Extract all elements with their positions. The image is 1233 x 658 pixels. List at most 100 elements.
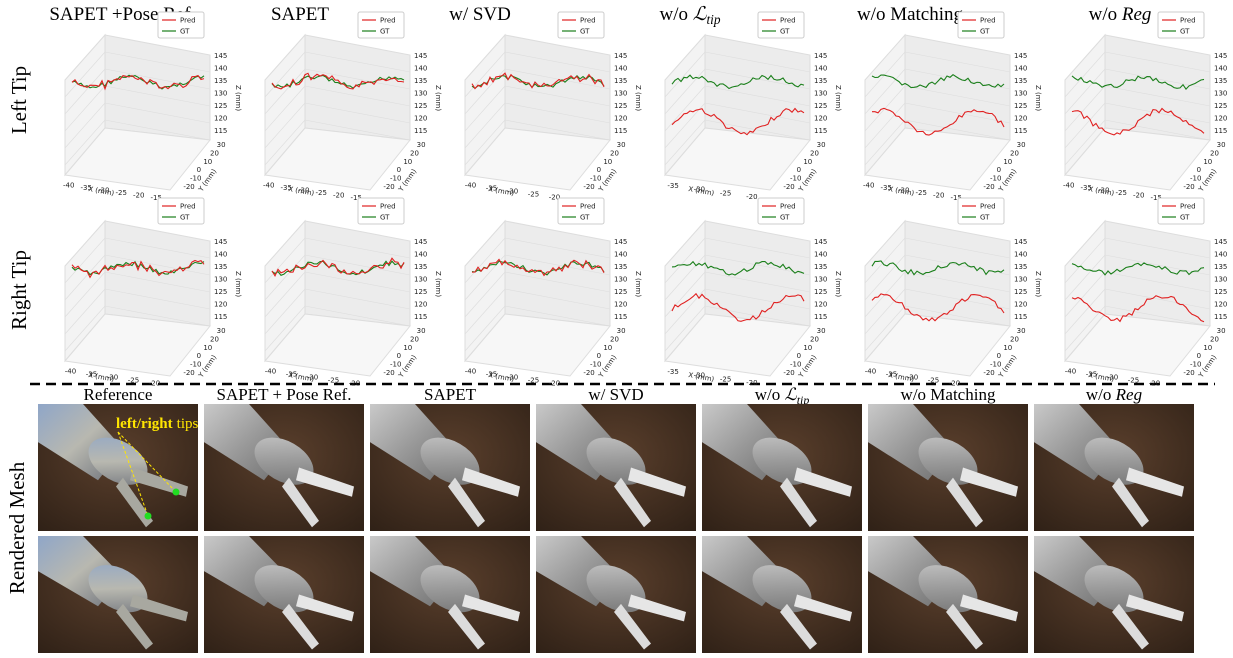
tip-dot: [172, 488, 180, 496]
x-tick-label: -30: [298, 186, 309, 194]
pane-grid: [504, 85, 611, 107]
pane-grid: [1064, 85, 1106, 132]
z-tick-label: 145: [1214, 52, 1227, 60]
gt-curve: [471, 260, 605, 276]
y-tick-label: -20: [783, 183, 794, 191]
y-tick-label: -20: [983, 183, 994, 191]
row-label: Left Tip: [7, 66, 31, 134]
jaw: [448, 603, 485, 650]
z-tick-label: 135: [214, 263, 227, 271]
y-tick-label: 0: [197, 166, 201, 174]
z-tick-label: 115: [1014, 127, 1027, 135]
x-tick-label: -25: [1128, 377, 1139, 385]
y-tick-label: -10: [390, 361, 401, 369]
y-tick-label: -20: [383, 183, 394, 191]
render-image: left/right tips: [38, 404, 198, 531]
legend-label: GT: [380, 214, 390, 222]
z-tick-label: 130: [814, 90, 827, 98]
z-tick-label: 120: [614, 115, 627, 123]
x-tick-label: -40: [465, 182, 476, 190]
pane-grid: [64, 102, 106, 149]
x-tick-label: -30: [898, 186, 909, 194]
z-tick-label: 120: [614, 301, 627, 309]
column-title: w/o Reg: [1089, 4, 1152, 25]
pane-grid: [704, 119, 811, 141]
pane-grid: [64, 254, 106, 301]
y-tick-label: 10: [1203, 158, 1212, 166]
annotation-rest: tips: [177, 416, 199, 432]
pane-grid: [64, 68, 106, 115]
column-title: w/o Matching: [901, 385, 996, 404]
pane-grid: [264, 254, 306, 301]
y-tick-label: -20: [1183, 369, 1194, 377]
z-tick-label: 125: [614, 102, 627, 110]
y-tick-label: 30: [617, 327, 626, 335]
pane-grid: [704, 237, 811, 259]
y-tick-label: 20: [1210, 336, 1219, 344]
legend-label: GT: [980, 214, 990, 222]
y-tick-label: -10: [590, 175, 601, 183]
render-image: [204, 404, 364, 531]
jaw: [946, 477, 983, 528]
render-image: [370, 404, 530, 531]
x-tick-label: -35: [281, 184, 292, 192]
pred-curve: [671, 107, 805, 136]
pane-grid: [304, 271, 411, 293]
pred-curve: [71, 259, 205, 279]
z-tick-label: 135: [414, 77, 427, 85]
plot-panel: 145 140 135 130 125 120 115 Z (mm) -40 -35 -30 -25 -…: [864, 197, 1042, 388]
x-tick-label: -20: [949, 380, 960, 388]
y-tick-label: 20: [810, 150, 819, 158]
z-tick-label: 120: [814, 115, 827, 123]
x-tick-label: -25: [528, 191, 539, 199]
pane-grid: [64, 119, 106, 166]
pane-grid: [664, 254, 706, 301]
x-tick-label: -40: [263, 181, 274, 189]
gt-curve: [871, 260, 1005, 276]
legend-label: GT: [180, 214, 190, 222]
x-tick-label: -25: [720, 375, 731, 383]
y-tick-label: 20: [610, 336, 619, 344]
pane-grid: [504, 102, 611, 124]
pane-grid: [904, 102, 1011, 124]
pane-grid: [464, 305, 506, 352]
pane-grid: [264, 68, 306, 115]
y-tick-label: 30: [417, 141, 426, 149]
z-tick-label: 140: [814, 251, 827, 259]
jaw: [794, 467, 852, 497]
legend-label: GT: [580, 28, 590, 36]
y-tick-label: 0: [597, 166, 601, 174]
z-tick-label: 130: [1214, 90, 1227, 98]
y-tick-label: -20: [983, 369, 994, 377]
jaw: [130, 594, 188, 622]
z-tick-label: 140: [614, 65, 627, 73]
pane-grid: [864, 102, 906, 149]
pane-grid: [704, 254, 811, 276]
z-tick-label: 120: [1014, 115, 1027, 123]
pane-grid: [264, 119, 306, 166]
pane-grid: [264, 102, 306, 149]
z-axis-label: Z (mm): [434, 85, 442, 111]
legend-label: Pred: [380, 17, 396, 25]
z-tick-label: 145: [414, 52, 427, 60]
pane-grid: [64, 305, 106, 352]
jaw: [282, 477, 319, 528]
y-tick-label: 0: [597, 352, 601, 360]
pane-grid: [264, 237, 306, 284]
pane-grid: [264, 305, 306, 352]
pane-grid: [464, 85, 506, 132]
pane-grid: [664, 85, 706, 132]
z-tick-label: 140: [1014, 251, 1027, 259]
pane-grid: [304, 85, 411, 107]
z-tick-label: 140: [1214, 65, 1227, 73]
pane-grid: [104, 288, 211, 310]
x-tick-label: -40: [65, 368, 76, 376]
pane-grid: [64, 85, 106, 132]
z-tick-label: 145: [1014, 52, 1027, 60]
z-tick-label: 135: [414, 263, 427, 271]
jaw: [960, 467, 1018, 497]
y-tick-label: -20: [583, 183, 594, 191]
render-image: [868, 536, 1028, 653]
pane-grid: [664, 102, 706, 149]
